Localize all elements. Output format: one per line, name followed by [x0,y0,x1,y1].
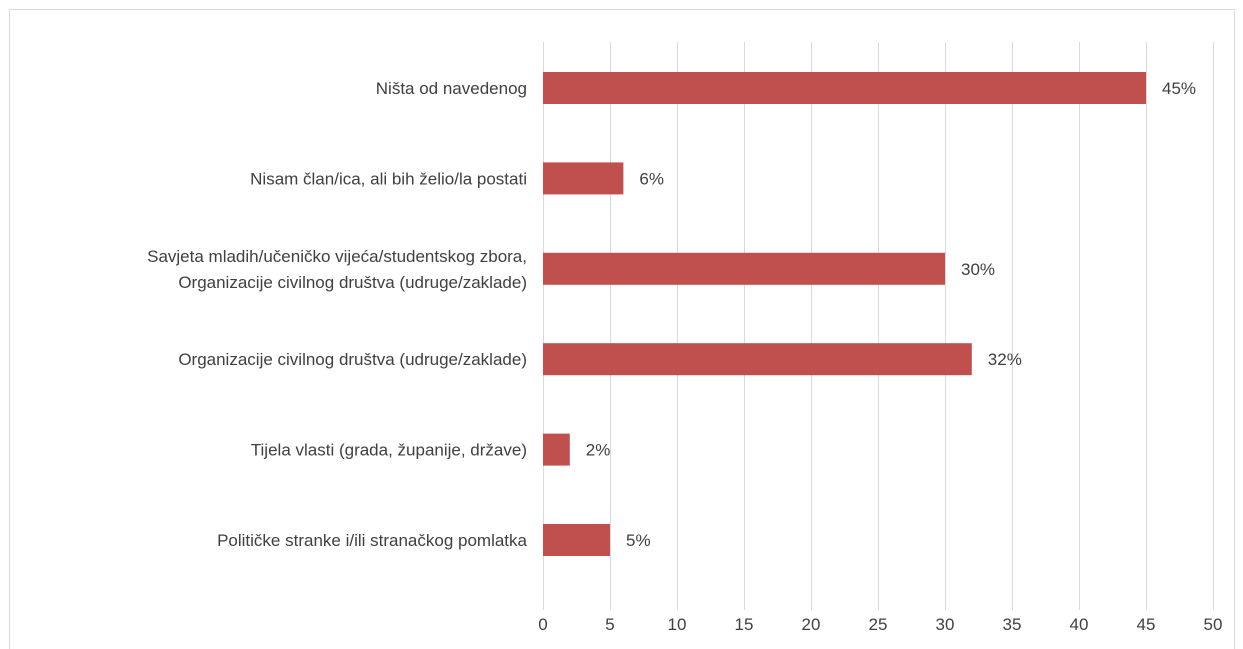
tick-label: 15 [735,615,754,634]
bar [543,72,1146,104]
data-label: 5% [626,531,651,550]
data-label: 45% [1162,79,1196,98]
bar [543,524,610,556]
bar [543,162,624,195]
tick-label: 35 [1003,615,1022,634]
category-label: Organizacije civilnog društva (udruge/za… [178,350,527,369]
chart-frame [9,9,1235,649]
bar [543,343,972,376]
bar [543,433,570,466]
category-label: Organizacije civilnog društva (udruge/za… [178,273,527,292]
data-label: 30% [961,260,995,279]
data-label: 32% [988,350,1022,369]
tick-label: 50 [1204,615,1223,634]
data-label: 6% [639,169,664,188]
category-label: Političke stranke i/ili stranačkog pomla… [217,531,527,550]
tick-label: 0 [538,615,547,634]
tick-label: 20 [802,615,821,634]
tick-label: 10 [668,615,687,634]
tick-label: 5 [605,615,614,634]
category-label: Nisam član/ica, ali bih želio/la postati [250,169,527,188]
category-label: Tijela vlasti (grada, županije, države) [251,441,527,460]
tick-label: 45 [1137,615,1156,634]
category-label: Ništa od navedenog [376,79,527,98]
tick-label: 25 [869,615,888,634]
data-label: 2% [586,441,611,460]
category-label: Savjeta mladih/učeničko vijeća/studentsk… [147,247,527,266]
tick-label: 30 [936,615,955,634]
bar [543,252,945,285]
tick-label: 40 [1070,615,1089,634]
